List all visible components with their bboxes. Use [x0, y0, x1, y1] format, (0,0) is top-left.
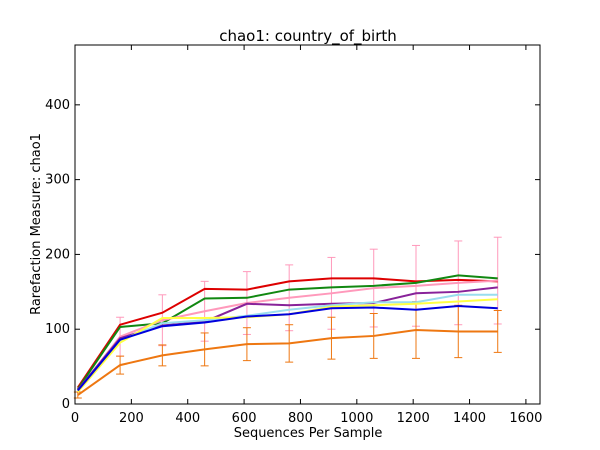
x-tick-label: 600: [232, 411, 257, 426]
x-tick-label: 1400: [453, 411, 486, 426]
y-tick-label: 400: [45, 98, 70, 113]
y-tick-label: 0: [62, 397, 70, 412]
x-tick-label: 1600: [509, 411, 542, 426]
series-line: [77, 279, 498, 392]
y-tick-label: 200: [45, 247, 70, 262]
x-tick-label: 800: [288, 411, 313, 426]
x-axis-label: Sequences Per Sample: [234, 426, 383, 441]
plot-frame: [74, 44, 541, 405]
y-axis-label: Rarefaction Measure: chao1: [29, 133, 44, 315]
x-tick-label: 1200: [397, 411, 430, 426]
x-tick-label: 400: [175, 411, 200, 426]
series-line: [77, 328, 498, 396]
y-tick-label: 100: [45, 322, 70, 337]
series-line: [77, 305, 498, 392]
plot-area: 0 200 400 600 800 1000 1200 1400 1600 0 100 200 300 4…: [45, 44, 542, 426]
x-tick-label: 1000: [340, 411, 373, 426]
x-tick-label: 200: [119, 411, 144, 426]
series-line: [77, 293, 498, 392]
chart-title: chao1: country_of_birth: [219, 27, 397, 46]
x-tick-label: 0: [71, 411, 79, 426]
y-tick-label: 300: [45, 173, 70, 188]
series-line: [77, 298, 498, 393]
series-line: [76, 274, 498, 390]
